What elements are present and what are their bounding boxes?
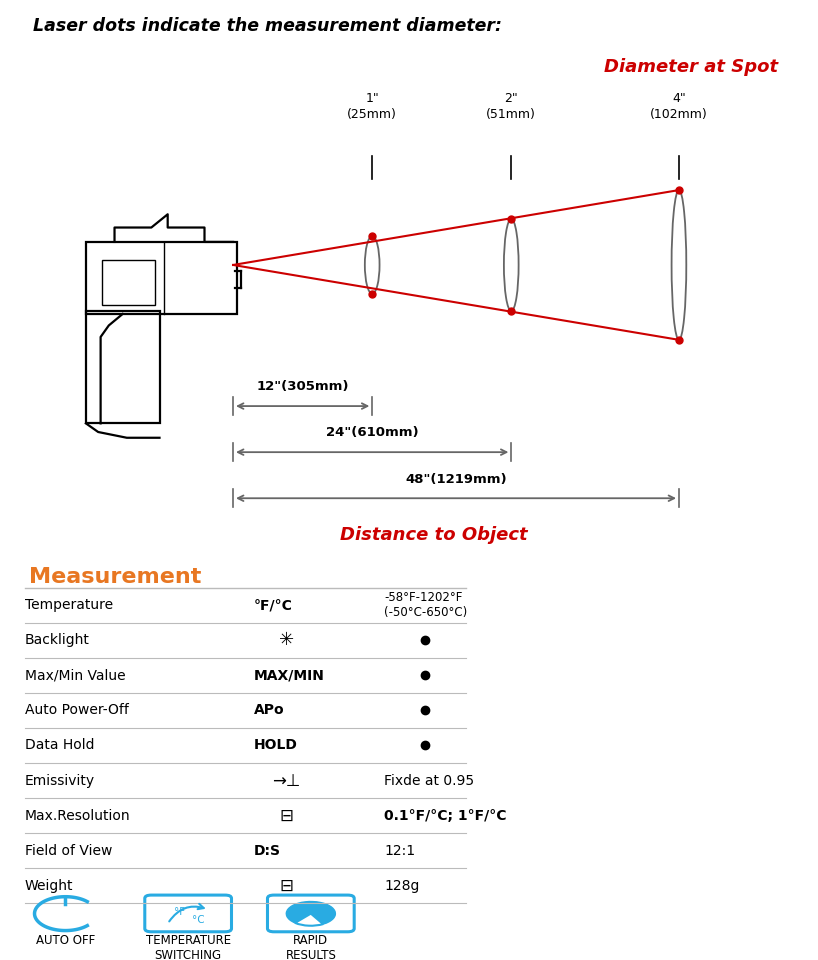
Text: TEMPERATURE
SWITCHING: TEMPERATURE SWITCHING [146,934,231,960]
Text: Weight: Weight [25,878,73,893]
Text: D:S: D:S [254,844,281,857]
Wedge shape [295,914,323,925]
Text: -58°F-1202°F
(-50°C-650°C): -58°F-1202°F (-50°C-650°C) [384,591,468,619]
Text: Data Hold: Data Hold [25,738,94,753]
Bar [102,260,155,305]
Wedge shape [286,901,335,924]
Text: Emissivity: Emissivity [25,774,95,787]
Text: 1"
(25mm): 1" (25mm) [348,92,397,121]
Text: °F/°C: °F/°C [254,598,293,612]
Text: Diameter at Spot: Diameter at Spot [605,58,778,76]
Text: ⊟: ⊟ [280,806,293,825]
Text: AUTO OFF: AUTO OFF [36,934,95,947]
Text: APo: APo [254,704,284,717]
Text: →⊥: →⊥ [272,772,300,789]
Bar [86,242,237,314]
Text: Auto Power-Off: Auto Power-Off [25,704,128,717]
Text: Max.Resolution: Max.Resolution [25,808,130,823]
Text: Fixde at 0.95: Fixde at 0.95 [384,774,474,787]
Text: Laser dots indicate the measurement diameter:: Laser dots indicate the measurement diam… [33,17,501,36]
Bar [86,311,160,423]
Text: ⊟: ⊟ [280,876,293,895]
Text: 12:1: 12:1 [384,844,416,857]
Text: °F: °F [174,906,186,917]
Text: Backlight: Backlight [25,634,89,647]
Text: Temperature: Temperature [25,598,113,612]
Text: 24"(610mm): 24"(610mm) [326,426,419,440]
Text: MAX/MIN: MAX/MIN [254,668,325,683]
Text: RAPID
RESULTS: RAPID RESULTS [285,934,336,960]
Text: °C: °C [191,916,204,925]
Text: 4"
(102mm): 4" (102mm) [650,92,708,121]
Text: 48"(1219mm): 48"(1219mm) [405,472,507,486]
Text: 0.1°F/°C; 1°F/°C: 0.1°F/°C; 1°F/°C [384,808,507,823]
Text: 128g: 128g [384,878,420,893]
Text: Distance to Object: Distance to Object [339,526,528,544]
Text: Field of View: Field of View [25,844,112,857]
Text: HOLD: HOLD [254,738,298,753]
Text: Measurement: Measurement [29,566,201,587]
Text: 2"
(51mm): 2" (51mm) [487,92,536,121]
Text: ✳: ✳ [279,632,294,649]
Text: 12"(305mm): 12"(305mm) [256,380,349,394]
Text: Max/Min Value: Max/Min Value [25,668,125,683]
